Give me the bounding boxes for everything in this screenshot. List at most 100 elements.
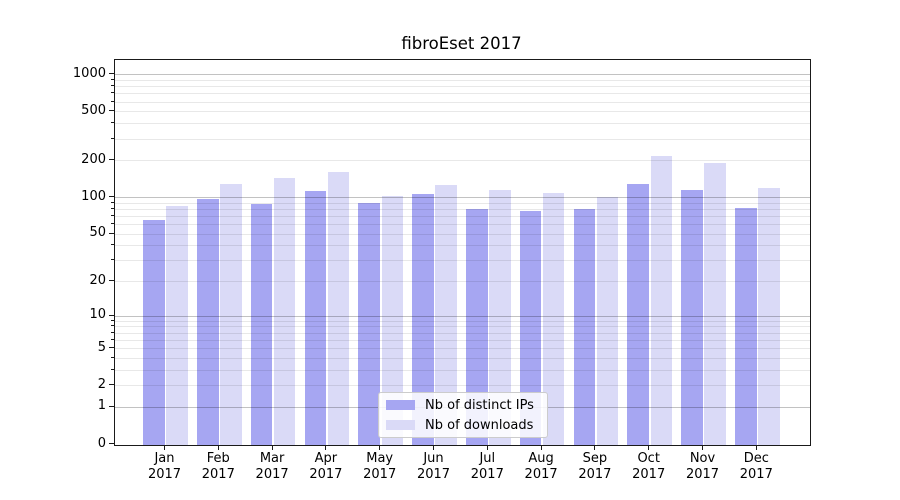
gridline-y-minor-70 [115,215,810,217]
x-year-label: 2017 [739,467,773,482]
gridline-y-minor-80 [115,208,810,210]
x-tick-label-feb: Feb 2017 [190,451,246,483]
x-month-label: Oct [637,451,660,466]
x-month-label: Feb [206,451,230,466]
bar-downloads-aug [543,192,565,445]
y-minortick-20 [111,280,114,282]
y-minortick-3 [111,368,114,370]
gridline-y-minor-30 [115,260,810,262]
gridline-y-100 [115,197,810,199]
x-month-label: Jan [154,451,175,466]
x-tick-nov [702,445,703,450]
bar-distinct-ips-apr [304,191,327,445]
x-month-label: Jul [479,451,496,466]
x-tick-label-aug: Aug 2017 [513,451,569,483]
y-tick-10 [109,314,114,316]
y-minortick-200 [111,159,114,161]
gridline-y-minor-20 [115,281,810,283]
legend-swatch-downloads-icon [386,420,415,430]
y-minortick-80 [111,207,114,209]
y-minortick-500 [111,110,114,112]
bar-downloads-may [381,195,403,445]
y-minortick-400 [111,122,114,124]
gridline-y-minor-400 [115,123,810,125]
x-tick-label-may: May 2017 [352,451,408,483]
x-tick-jul [486,445,488,450]
legend-label-distinct-ips: Nb of distinct IPs [425,397,534,413]
x-tick-dec [755,445,757,450]
x-tick-label-sep: Sep 2017 [567,451,623,483]
y-minortick-300 [111,137,114,139]
gridline-y-minor-60 [115,224,810,225]
x-year-label: 2017 [470,467,504,482]
bar-distinct-ips-aug [519,211,542,445]
bar-distinct-ips-dec [734,208,757,445]
gridline-y-minor-5 [115,348,810,350]
y-minortick-4 [111,356,114,358]
x-month-label: Jun [423,451,444,466]
x-tick-label-mar: Mar 2017 [244,451,300,483]
x-tick-may [379,445,381,450]
x-month-label: Aug [528,451,554,466]
x-month-label: Mar [259,451,285,466]
x-year-label: 2017 [416,467,451,482]
y-minortick-9 [111,319,114,321]
bar-distinct-ips-sep [573,209,596,445]
gridline-y-minor-3 [115,369,810,371]
y-minortick-700 [111,92,114,94]
y-minortick-600 [111,100,114,102]
x-tick-label-jul: Jul 2017 [459,451,515,483]
x-year-label: 2017 [309,467,343,482]
gridline-y-minor-6 [115,339,810,341]
gridline-y-minor-50 [115,233,810,235]
y-tick-label-5: 5 [97,339,106,355]
x-month-label: Apr [314,451,338,466]
bar-downloads-mar [274,177,296,445]
legend-label-downloads: Nb of downloads [425,417,534,433]
bar-distinct-ips-jul [465,209,488,445]
gridline-y-minor-8 [115,326,810,328]
y-minortick-7 [111,331,114,333]
x-month-label: May [366,451,394,466]
y-minortick-800 [111,85,114,87]
bar-distinct-ips-jan [143,220,165,445]
x-month-label: Sep [582,451,608,466]
x-tick-label-jan: Jan 2017 [137,451,193,483]
y-tick-label-20: 20 [89,272,106,288]
y-tick-label-1000: 1000 [72,65,106,81]
bar-distinct-ips-jun [412,194,434,445]
chart-title: fibroEset 2017 [401,34,522,53]
y-minortick-40 [111,244,114,246]
y-minortick-90 [111,201,114,203]
x-tick-label-jun: Jun 2017 [406,451,462,483]
plot-area [114,59,811,446]
bar-downloads-sep [596,197,619,445]
y-tick-label-1: 1 [97,398,106,414]
x-tick-jan [164,445,165,450]
x-year-label: 2017 [147,467,182,482]
x-tick-oct [648,445,650,450]
x-tick-aug [540,445,542,450]
x-tick-mar [271,445,273,450]
y-tick-label-50: 50 [89,225,106,241]
y-minortick-70 [111,214,114,216]
y-tick-label-0: 0 [97,435,106,451]
legend-item-downloads: Nb of downloads [379,417,547,434]
legend-item-distinct-ips: Nb of distinct IPs [379,397,547,414]
x-tick-label-nov: Nov 2017 [675,451,731,483]
x-tick-feb [217,445,219,450]
bar-distinct-ips-oct [627,183,649,445]
x-year-label: 2017 [685,467,720,482]
gridline-y-minor-2 [115,385,810,387]
gridline-y-10 [115,315,810,317]
gridline-y-minor-4 [115,357,810,359]
y-minortick-2 [111,384,114,386]
gridline-y-minor-600 [115,101,810,103]
x-year-label: 2017 [578,467,612,482]
gridline-y-minor-90 [115,202,810,204]
y-tick-100 [109,196,114,198]
gridline-y-minor-800 [115,86,810,88]
y-tick-1 [109,405,114,407]
gridline-y-minor-900 [115,80,810,81]
